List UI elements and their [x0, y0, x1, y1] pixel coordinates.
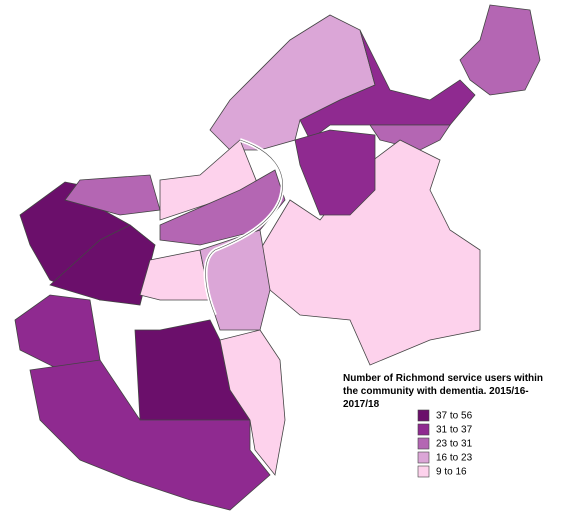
legend-label: 37 to 56 — [436, 411, 473, 422]
region — [29, 359, 271, 511]
region — [209, 14, 376, 151]
legend-swatch — [417, 409, 430, 422]
legend-label: 23 to 31 — [436, 439, 473, 450]
region — [49, 224, 156, 306]
legend-label: 31 to 37 — [436, 425, 473, 436]
legend-swatch — [417, 451, 430, 464]
legend-label: 9 to 16 — [436, 467, 467, 478]
legend-swatch — [417, 437, 430, 450]
river-edge — [205, 139, 283, 316]
region — [219, 329, 286, 476]
map-title: Number of Richmond service users within … — [343, 373, 544, 410]
legend: 37 to 56 31 to 37 23 to 31 16 to 23 9 to 16 — [417, 409, 473, 478]
region — [294, 129, 376, 216]
region — [64, 174, 161, 216]
legend-swatch — [417, 465, 430, 478]
region — [14, 294, 101, 371]
legend-label: 16 to 23 — [436, 453, 473, 464]
region — [199, 229, 271, 331]
legend-swatch — [417, 423, 430, 436]
region — [159, 139, 261, 221]
region — [369, 124, 451, 151]
regions — [14, 4, 541, 511]
region — [139, 249, 211, 301]
region — [459, 4, 541, 96]
